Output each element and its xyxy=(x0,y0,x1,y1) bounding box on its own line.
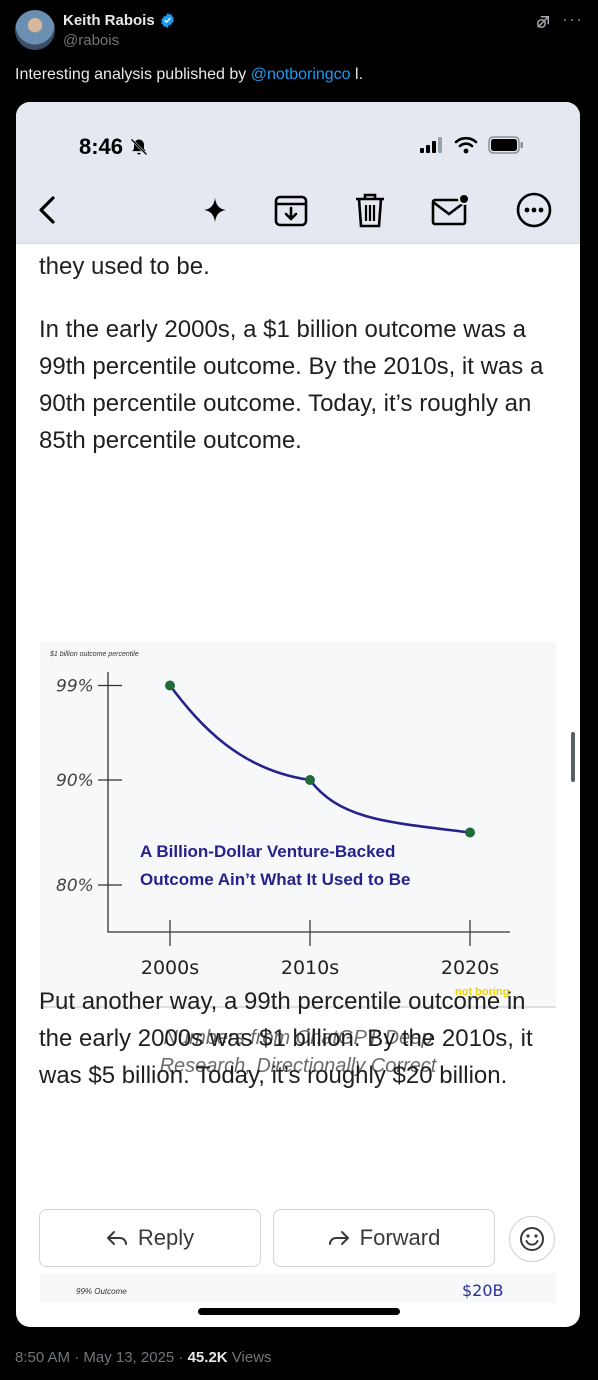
views-label: Views xyxy=(227,1349,272,1366)
data-point xyxy=(305,775,315,785)
forward-arrow-icon xyxy=(328,1231,349,1245)
sparkle-icon[interactable] xyxy=(195,190,235,230)
paragraph-intro: they used to be. xyxy=(39,253,210,280)
tweet-text: Interesting analysis published by @notbo… xyxy=(15,66,363,84)
paragraph-percentile: In the early 2000s, a $1 billion outcome… xyxy=(39,316,544,454)
reply-arrow-icon xyxy=(106,1231,127,1245)
more-circle-icon[interactable] xyxy=(514,190,554,230)
smiley-icon xyxy=(520,1227,544,1251)
data-point xyxy=(165,680,175,691)
home-indicator xyxy=(198,1308,400,1315)
tweet-text-prefix: Interesting analysis published by xyxy=(15,66,251,83)
author-name-row[interactable]: Keith Rabois xyxy=(63,12,176,29)
chart-title-line-1: A Billion-Dollar Venture-Backed xyxy=(140,842,395,861)
caption-line-1: Numbers from ChatGPT Deep xyxy=(163,1027,433,1049)
email-body[interactable]: they used to be. In the early 2000s, a $… xyxy=(16,243,580,1327)
signal-icon xyxy=(420,137,442,153)
chart-axes xyxy=(107,672,510,933)
status-bar-time: 8:46 xyxy=(79,134,149,160)
tweet-meta: 8:50 AM · May 13, 2025 · 45.2K Views xyxy=(15,1349,272,1366)
chart-caption: Numbers from ChatGPT Deep Research, Dire… xyxy=(40,1024,556,1080)
second-chart-value: $20B xyxy=(462,1281,504,1300)
archive-icon[interactable] xyxy=(271,190,311,230)
mark-unread-icon[interactable] xyxy=(430,190,470,230)
bell-muted-icon xyxy=(130,138,148,156)
data-point xyxy=(465,827,475,838)
forward-label: Forward xyxy=(359,1225,441,1250)
paragraph-put-another-way: Put another way, a 99th percentile outco… xyxy=(39,988,533,1089)
author-handle[interactable]: @rabois xyxy=(63,32,120,49)
series-line xyxy=(168,684,472,834)
tweet-text-suffix: l. xyxy=(350,66,364,83)
emoji-reaction-button[interactable] xyxy=(509,1216,555,1262)
tweet-timestamp[interactable]: 8:50 AM · May 13, 2025 · xyxy=(15,1349,188,1366)
status-time-text: 8:46 xyxy=(79,134,124,159)
x-tick-label: 2000s xyxy=(141,957,199,979)
y-tick-label: 80% xyxy=(56,876,94,896)
views-count: 45.2K xyxy=(187,1349,228,1366)
forward-button[interactable]: Forward xyxy=(273,1209,495,1267)
author-name[interactable]: Keith Rabois xyxy=(63,12,155,29)
back-chevron-icon[interactable] xyxy=(28,190,68,230)
percentile-chart: $1 billion outcome percentile 99% 90% 80% 20… xyxy=(40,642,556,1008)
reply-label: Reply xyxy=(137,1225,195,1250)
status-bar-icons xyxy=(420,136,524,154)
wifi-icon xyxy=(454,136,478,154)
mention-link[interactable]: @notboringco xyxy=(250,66,351,83)
attached-screenshot[interactable]: 8:46 xyxy=(16,102,580,1327)
x-tick-label: 2010s xyxy=(281,957,339,979)
second-chart-preview: 99% Outcome $20B xyxy=(40,1273,556,1303)
verified-badge-icon xyxy=(160,13,174,28)
y-tick-label: 99% xyxy=(56,677,94,697)
y-tick-label: 90% xyxy=(56,771,94,791)
chart-y-label: $1 billion outcome percentile xyxy=(49,651,139,658)
trash-icon[interactable] xyxy=(350,190,390,230)
reply-button[interactable]: Reply xyxy=(39,1209,261,1267)
chart-watermark: not boring xyxy=(455,986,509,998)
phone-header: 8:46 xyxy=(16,102,580,244)
x-tick-label: 2020s xyxy=(441,957,499,979)
chart-canvas: $1 billion outcome percentile 99% 90% 80% 20… xyxy=(49,651,510,998)
more-options-icon[interactable]: ··· xyxy=(562,9,583,29)
second-chart-label: 99% Outcome xyxy=(76,1287,127,1296)
chart-title-line-2: Outcome Ain’t What It Used to Be xyxy=(140,870,410,889)
grok-icon[interactable] xyxy=(534,13,552,31)
caption-line-2: Research, Directionally Correct xyxy=(159,1055,437,1077)
scrollbar-thumb[interactable] xyxy=(571,732,575,782)
battery-icon xyxy=(488,136,523,154)
author-avatar[interactable] xyxy=(15,10,55,50)
